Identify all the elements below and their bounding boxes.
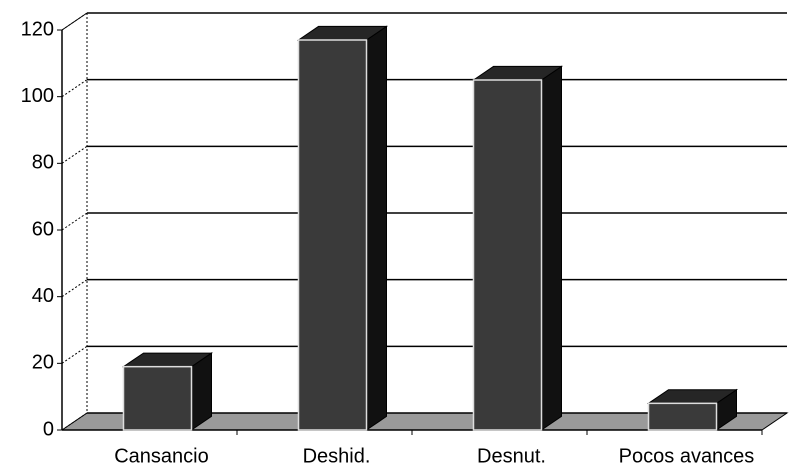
grid-line-side bbox=[61, 145, 88, 164]
grid-line-side bbox=[61, 412, 88, 431]
grid-line-side bbox=[61, 212, 88, 231]
bar-side bbox=[541, 65, 562, 431]
y-tick-label: 40 bbox=[32, 285, 54, 307]
x-tick-label: Deshid. bbox=[303, 445, 371, 467]
y-tick-label: 120 bbox=[21, 18, 54, 40]
y-tick-label: 20 bbox=[32, 352, 54, 374]
bar-front bbox=[122, 365, 193, 431]
y-tick-label: 80 bbox=[32, 152, 54, 174]
bar-front bbox=[647, 402, 718, 431]
x-tick-label: Desnut. bbox=[477, 445, 546, 467]
bar-side bbox=[366, 25, 387, 431]
x-tick-label: Pocos avances bbox=[619, 445, 755, 467]
grid-line-side bbox=[61, 12, 88, 31]
x-tick-label: Cansancio bbox=[114, 445, 209, 467]
bar bbox=[121, 352, 214, 431]
grid-line-side bbox=[61, 279, 88, 298]
bar-front bbox=[472, 79, 543, 431]
bar bbox=[296, 25, 389, 431]
bar-front bbox=[297, 39, 368, 431]
y-tick-label: 60 bbox=[32, 218, 54, 240]
grid-line-side bbox=[61, 79, 88, 98]
y-tick-label: 100 bbox=[21, 85, 54, 107]
bar bbox=[646, 388, 739, 431]
bar bbox=[471, 65, 564, 431]
y-tick-label: 0 bbox=[43, 418, 54, 440]
grid-line-side bbox=[61, 345, 88, 364]
